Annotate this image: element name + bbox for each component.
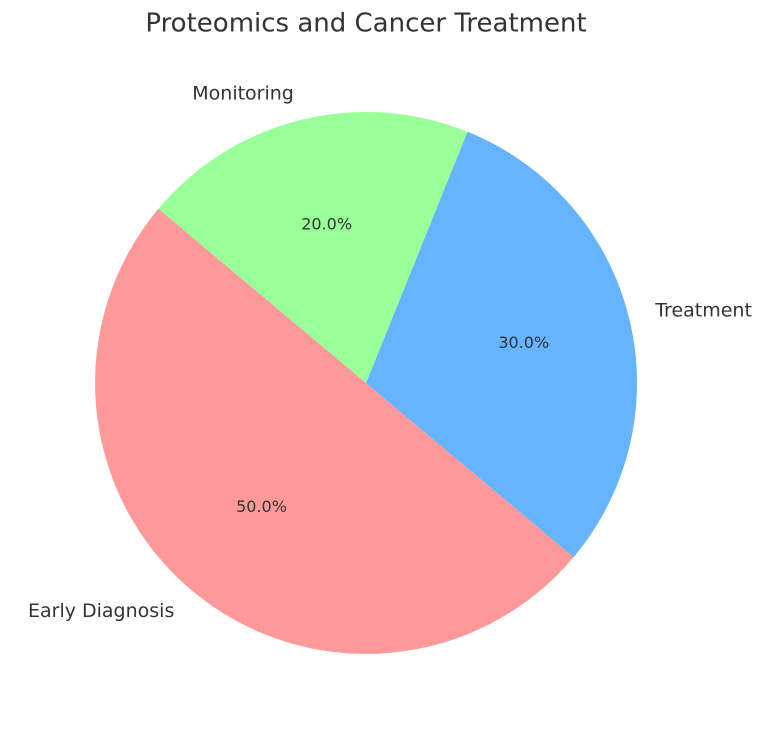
value-label: 50.0% <box>236 497 287 516</box>
pie-slice <box>366 131 637 558</box>
slice-label: Treatment <box>654 299 752 321</box>
chart-title: Proteomics and Cancer Treatment <box>145 9 586 39</box>
slice-label: Monitoring <box>192 82 294 104</box>
pie-slice <box>95 208 574 654</box>
value-label: 30.0% <box>498 333 549 352</box>
pie-slice <box>158 111 468 383</box>
slice-label: Early Diagnosis <box>28 600 174 622</box>
value-label: 20.0% <box>301 215 352 234</box>
